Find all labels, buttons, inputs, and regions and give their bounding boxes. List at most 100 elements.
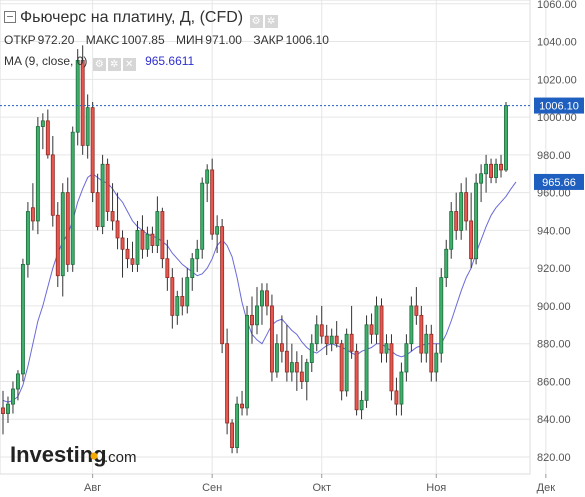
candle-body — [469, 220, 474, 260]
candle-body — [80, 60, 85, 146]
candle-body — [95, 192, 100, 228]
y-tick-label: 1020.00 — [537, 74, 577, 86]
candle-body — [125, 248, 130, 260]
candle-body — [190, 258, 195, 279]
last-price-badge-label: 1006.10 — [539, 101, 579, 113]
x-tick-label: Окт — [312, 482, 331, 494]
candle-body — [160, 211, 165, 260]
candle-body — [250, 314, 254, 326]
close-icon[interactable]: ✕ — [122, 58, 136, 71]
ma-series — [2, 173, 517, 403]
candle-series — [1, 45, 508, 454]
candle-body — [225, 343, 230, 424]
candle-body — [359, 399, 364, 411]
candle-body — [100, 163, 105, 228]
candle-body — [20, 263, 25, 375]
candle-body — [185, 277, 190, 307]
candle-body — [459, 192, 464, 231]
close-value: 1006.10 — [285, 33, 329, 47]
candle-body — [334, 335, 339, 345]
candle-body — [489, 163, 494, 178]
candle-body — [339, 343, 344, 392]
candle-body — [294, 362, 299, 373]
low-value: 971.00 — [205, 33, 242, 47]
candle-body — [25, 211, 30, 265]
ma-label: MA (9, close, 0) — [4, 54, 88, 68]
candle-body — [6, 403, 10, 414]
high-value: 1007.85 — [121, 33, 165, 47]
candle-body — [120, 237, 125, 250]
collapse-icon[interactable] — [4, 11, 16, 23]
open-value: 972.20 — [37, 33, 75, 47]
candle-body — [170, 277, 175, 316]
candle-body — [75, 60, 80, 133]
candle-body — [329, 335, 334, 345]
candle-body — [220, 226, 225, 345]
y-tick-label: 820.00 — [537, 452, 571, 464]
candle-body — [439, 277, 444, 354]
candle-body — [11, 388, 15, 405]
candle-body — [65, 192, 70, 265]
candle-body — [130, 258, 135, 265]
ma-row: MA (9, close, 0) ⚙ ✲ ✕ 965.6611 — [4, 54, 194, 71]
open-label: ОТКР — [4, 33, 36, 47]
settings-icon[interactable]: ⚙ — [92, 58, 106, 71]
candle-body — [110, 211, 115, 222]
ma-badge — [534, 173, 584, 190]
x-tick-label: Дек — [537, 482, 556, 494]
candle-body — [150, 233, 155, 246]
candle-body — [419, 314, 424, 354]
svg-text:Investing: Investing — [10, 442, 107, 467]
candle-body — [200, 182, 205, 250]
y-tick-label: 940.00 — [537, 225, 571, 237]
plot-frame — [0, 0, 531, 475]
y-tick-label: 1040.00 — [537, 37, 577, 49]
ohlc-row: ОТКР 972.20 МАКС 1007.85 МИН 971.00 ЗАКР 100… — [4, 33, 337, 47]
investing-logo: Investing .com — [10, 442, 137, 467]
price-badges: 1006.10 965.66 — [534, 97, 584, 190]
chart-title: Фьючерс на платину, Д, (CFD) — [20, 9, 244, 26]
x-tick-label: Ноя — [426, 482, 446, 494]
candle-body — [374, 305, 379, 335]
candle-body — [230, 422, 235, 448]
candle-body — [444, 248, 449, 279]
candle-body — [274, 343, 279, 373]
settings-icon[interactable]: ⚙ — [249, 15, 263, 28]
gear-icon[interactable]: ✲ — [264, 15, 278, 28]
gear-icon[interactable]: ✲ — [107, 58, 121, 71]
candle-body — [494, 163, 498, 178]
candle-body — [484, 163, 489, 175]
candle-body — [255, 305, 259, 326]
candle-body — [115, 220, 120, 239]
candle-body — [454, 211, 459, 231]
high-label: МАКС — [85, 33, 120, 47]
candle-body — [299, 371, 304, 382]
candle-body — [289, 362, 294, 373]
candle-body — [265, 290, 269, 307]
candle-body — [240, 403, 244, 409]
candle-body — [35, 126, 40, 222]
candle-body — [479, 173, 484, 184]
candle-body — [449, 211, 454, 250]
candle-body — [145, 233, 150, 250]
candle-body — [245, 314, 249, 409]
y-axis: 820.00 840.00 860.00 880.00 900.00 920.00 940.… — [537, 0, 577, 464]
candle-body — [175, 296, 180, 316]
candle-body — [434, 352, 439, 373]
y-tick-label: 920.00 — [537, 263, 571, 275]
y-tick-label: 860.00 — [537, 376, 571, 388]
candle-body — [399, 371, 404, 405]
candle-body — [354, 350, 359, 411]
x-tick-label: Авг — [84, 482, 101, 494]
candle-body — [135, 229, 140, 265]
candle-body — [195, 248, 200, 260]
candle-body — [165, 258, 170, 279]
candle-body — [314, 324, 319, 345]
close-label: ЗАКР — [253, 33, 284, 47]
candle-body — [30, 207, 35, 222]
ma-line — [2, 173, 517, 403]
candle-body — [260, 290, 264, 307]
candle-body — [1, 407, 5, 414]
y-tick-label: 960.00 — [537, 188, 571, 200]
candle-body — [15, 373, 20, 390]
